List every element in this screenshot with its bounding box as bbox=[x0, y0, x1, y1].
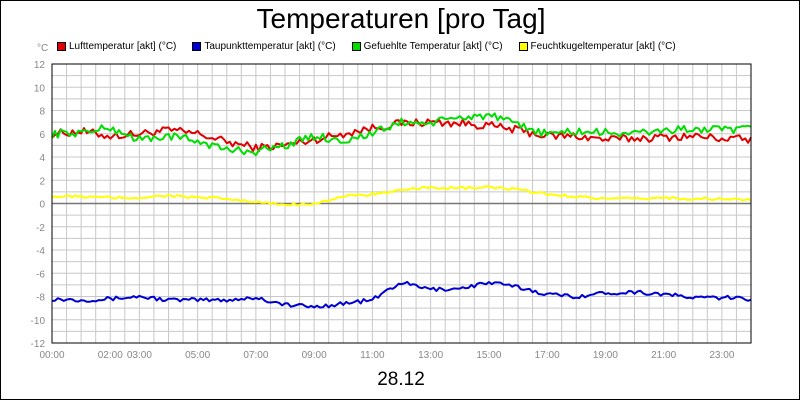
x-tick-label: 15:00 bbox=[476, 350, 501, 361]
y-tick-label: 2 bbox=[39, 176, 45, 187]
y-tick-label: -6 bbox=[36, 269, 45, 280]
series-line bbox=[51, 185, 752, 207]
y-tick-label: 4 bbox=[39, 153, 45, 164]
y-tick-label: 6 bbox=[39, 130, 45, 141]
legend-label: Gefuehlte Temperatur [akt] (°C) bbox=[363, 40, 503, 52]
x-tick-label: 02:00 bbox=[98, 350, 123, 361]
x-tick-label: 03:00 bbox=[127, 350, 152, 361]
legend-label: Feuchtkugeltemperatur [akt] (°C) bbox=[530, 40, 676, 52]
y-tick-label: -10 bbox=[31, 316, 46, 327]
y-tick-label: -8 bbox=[36, 293, 45, 304]
x-tick-label: 09:00 bbox=[302, 350, 327, 361]
legend-swatch bbox=[351, 41, 361, 51]
series-line bbox=[51, 118, 752, 153]
legend: Lufttemperatur [akt] (°C) Taupunkttempera… bbox=[57, 39, 692, 53]
y-tick-label: -12 bbox=[31, 339, 46, 350]
x-tick-label: 05:00 bbox=[185, 350, 210, 361]
date-label: 28.12 bbox=[377, 369, 425, 390]
series-line bbox=[51, 280, 752, 309]
y-tick-label: 0 bbox=[39, 200, 45, 211]
legend-item: Feuchtkugeltemperatur [akt] (°C) bbox=[518, 40, 692, 52]
legend-item: Taupunkttemperatur [akt] (°C) bbox=[192, 41, 351, 52]
x-tick-label: 19:00 bbox=[593, 350, 618, 361]
x-tick-label: 13:00 bbox=[418, 350, 443, 361]
y-tick-label: -4 bbox=[36, 246, 45, 257]
legend-swatch bbox=[57, 41, 66, 51]
x-tick-label: 11:00 bbox=[360, 350, 385, 361]
legend-swatch bbox=[518, 41, 528, 51]
legend-label: Taupunkttemperatur [akt] (°C) bbox=[204, 40, 336, 52]
y-tick-label: -2 bbox=[36, 223, 45, 234]
y-axis-unit-label: °C bbox=[37, 43, 49, 54]
legend-swatch bbox=[192, 41, 202, 51]
x-tick-label: 00:00 bbox=[39, 350, 64, 361]
plot-border bbox=[51, 63, 752, 344]
y-tick-label: 12 bbox=[34, 60, 46, 71]
y-tick-label: 10 bbox=[34, 83, 46, 94]
y-tick-label: 8 bbox=[39, 107, 45, 118]
x-tick-label: 07:00 bbox=[243, 350, 268, 361]
legend-item: Lufttemperatur [akt] (°C) bbox=[57, 41, 192, 52]
x-tick-label: 23:00 bbox=[709, 350, 734, 361]
x-tick-label: 17:00 bbox=[535, 350, 560, 361]
chart-title: Temperaturen [pro Tag] bbox=[256, 3, 546, 34]
x-tick-label: 21:00 bbox=[651, 350, 676, 361]
legend-item: Gefuehlte Temperatur [akt] (°C) bbox=[351, 40, 519, 52]
series-line bbox=[51, 112, 752, 157]
legend-label: Lufttemperatur [akt] (°C) bbox=[69, 40, 177, 52]
